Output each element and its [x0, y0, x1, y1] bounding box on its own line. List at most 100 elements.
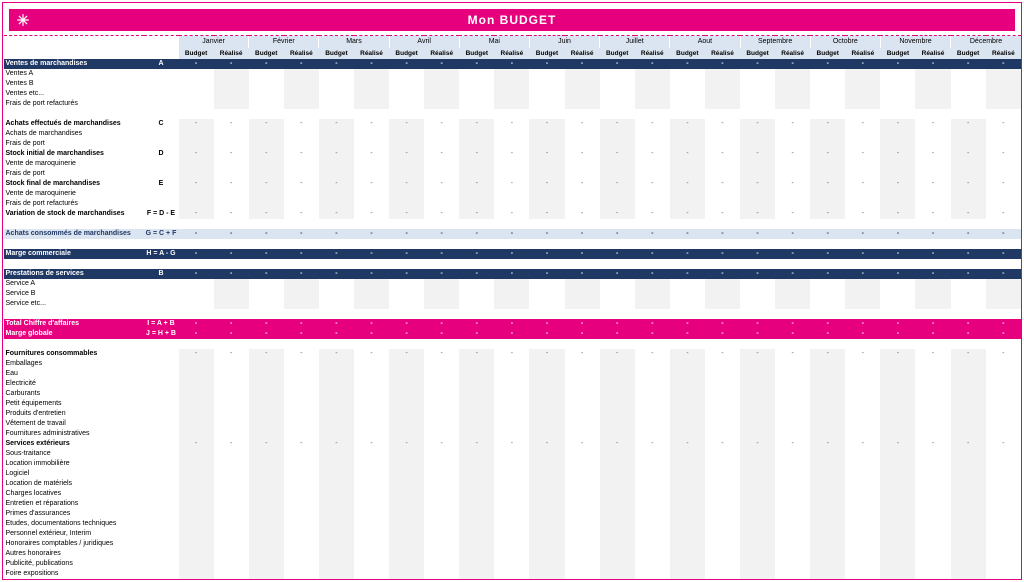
- data-cell: [249, 509, 284, 519]
- data-cell: -: [319, 179, 354, 189]
- data-cell: [529, 309, 564, 319]
- data-cell: [214, 219, 249, 229]
- data-cell: [670, 509, 705, 519]
- data-cell: [986, 69, 1021, 79]
- data-cell: [845, 199, 880, 209]
- data-cell: [529, 299, 564, 309]
- row-ref: [144, 239, 179, 249]
- row-ref: [144, 109, 179, 119]
- data-cell: [705, 539, 740, 549]
- realise-header: Réalisé: [284, 48, 319, 59]
- data-cell: [986, 379, 1021, 389]
- data-cell: -: [284, 209, 319, 219]
- data-cell: -: [249, 439, 284, 449]
- row-ref: [144, 379, 179, 389]
- data-cell: [319, 189, 354, 199]
- row-label: Frais de port: [4, 169, 144, 179]
- data-cell: -: [389, 329, 424, 339]
- data-cell: -: [600, 179, 635, 189]
- data-cell: [705, 239, 740, 249]
- data-cell: [179, 139, 214, 149]
- row-ref: [144, 479, 179, 489]
- data-cell: [284, 429, 319, 439]
- row-ref: [144, 519, 179, 529]
- data-cell: [670, 239, 705, 249]
- data-cell: [424, 379, 459, 389]
- table-row: [4, 259, 1022, 269]
- data-cell: [915, 479, 950, 489]
- data-cell: -: [565, 229, 600, 239]
- row-ref: [144, 369, 179, 379]
- data-cell: [565, 519, 600, 529]
- row-label: [4, 259, 144, 269]
- row-ref: [144, 199, 179, 209]
- data-cell: [459, 469, 494, 479]
- data-cell: [740, 429, 775, 439]
- data-cell: [600, 129, 635, 139]
- data-cell: [775, 559, 810, 569]
- data-cell: -: [810, 59, 845, 69]
- row-label: [4, 309, 144, 319]
- data-cell: [529, 539, 564, 549]
- data-cell: -: [459, 269, 494, 279]
- data-cell: [424, 469, 459, 479]
- row-ref: [144, 399, 179, 409]
- data-cell: [740, 69, 775, 79]
- data-cell: -: [951, 439, 986, 449]
- data-cell: -: [600, 319, 635, 329]
- data-cell: [179, 219, 214, 229]
- data-cell: [354, 479, 389, 489]
- data-cell: [565, 389, 600, 399]
- data-cell: [600, 159, 635, 169]
- data-cell: [810, 239, 845, 249]
- data-cell: [775, 259, 810, 269]
- data-cell: [845, 549, 880, 559]
- data-cell: [529, 89, 564, 99]
- data-cell: -: [529, 209, 564, 219]
- data-cell: [915, 279, 950, 289]
- data-cell: [986, 169, 1021, 179]
- row-label: Ventes A: [4, 69, 144, 79]
- data-cell: -: [880, 249, 915, 259]
- data-cell: -: [635, 229, 670, 239]
- data-cell: [986, 369, 1021, 379]
- data-cell: [354, 449, 389, 459]
- data-cell: [880, 339, 915, 349]
- data-cell: -: [600, 349, 635, 359]
- data-cell: [951, 99, 986, 109]
- data-cell: [389, 489, 424, 499]
- table-row: Entretien et réparations: [4, 499, 1022, 509]
- data-cell: [845, 69, 880, 79]
- data-cell: [354, 289, 389, 299]
- data-cell: [494, 99, 529, 109]
- data-cell: [775, 299, 810, 309]
- data-cell: [565, 139, 600, 149]
- data-cell: -: [810, 329, 845, 339]
- data-cell: [880, 469, 915, 479]
- page-title: Mon BUDGET: [37, 13, 987, 27]
- row-ref: [144, 219, 179, 229]
- data-cell: -: [705, 149, 740, 159]
- data-cell: -: [845, 119, 880, 129]
- data-cell: [810, 139, 845, 149]
- data-cell: [354, 499, 389, 509]
- data-cell: -: [880, 269, 915, 279]
- data-cell: [915, 559, 950, 569]
- data-cell: -: [951, 269, 986, 279]
- data-cell: [880, 419, 915, 429]
- row-label: Publicité, publications: [4, 559, 144, 569]
- data-cell: [424, 99, 459, 109]
- budget-header: Budget: [459, 48, 494, 59]
- month-header: Mai: [459, 36, 529, 48]
- row-ref: B: [144, 269, 179, 279]
- data-cell: -: [635, 349, 670, 359]
- data-cell: -: [670, 179, 705, 189]
- data-cell: [354, 569, 389, 579]
- data-cell: -: [565, 269, 600, 279]
- data-cell: [951, 359, 986, 369]
- data-cell: -: [494, 269, 529, 279]
- data-cell: [670, 299, 705, 309]
- data-cell: -: [775, 149, 810, 159]
- data-cell: [565, 399, 600, 409]
- data-cell: [529, 99, 564, 109]
